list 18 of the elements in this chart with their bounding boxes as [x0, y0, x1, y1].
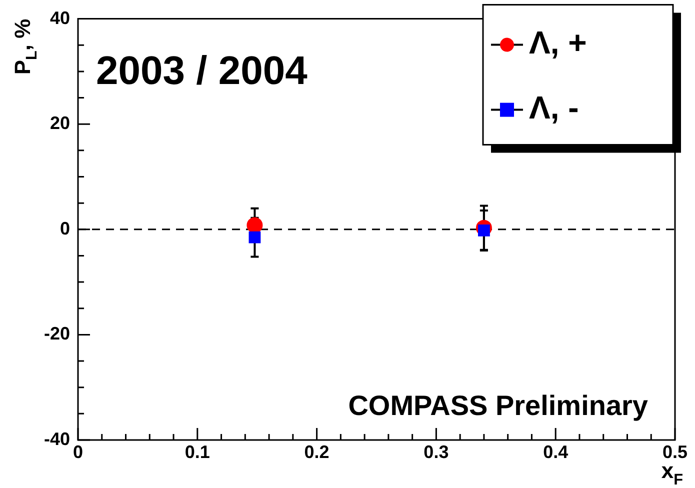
y-tick-label: 40	[50, 8, 70, 28]
y-axis-title: PL, %	[10, 18, 41, 75]
x-tick-label: 0.1	[184, 442, 210, 462]
point	[246, 217, 263, 234]
x-tick-label: 0.2	[304, 442, 330, 462]
x-tick-label: 0.5	[662, 442, 688, 462]
x-tick-label: 0.4	[543, 442, 568, 462]
y-tick-label: -40	[44, 428, 70, 449]
y-tick-label: 0	[60, 218, 70, 238]
y-tick-label: 20	[50, 113, 70, 134]
annotation: 2003 / 2004	[96, 48, 308, 93]
x-tick-label: 0.3	[424, 442, 449, 462]
point	[248, 231, 261, 244]
annotation: COMPASS Preliminary	[348, 390, 648, 421]
x-tick-label: 0	[72, 442, 84, 462]
legend-label: Λ, +	[529, 24, 587, 61]
legend-label: Λ, -	[529, 90, 579, 126]
y-tick-label: -20	[44, 324, 70, 344]
